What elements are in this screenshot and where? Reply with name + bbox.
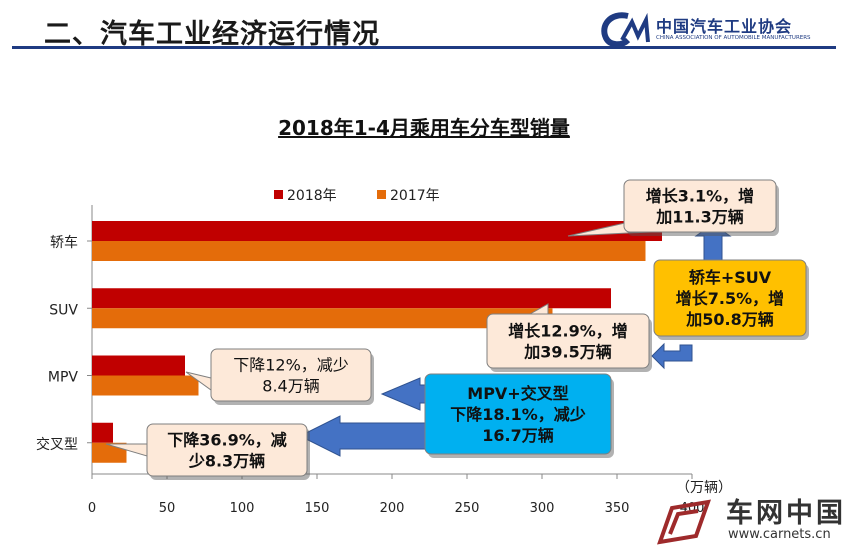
logo-name-en: CHINA ASSOCIATION OF AUTOMOBILE MANUFACT…: [656, 35, 811, 41]
callout-text: 下降18.1%，减少: [450, 405, 586, 424]
callout-box: [623, 179, 777, 233]
callout-text: 加39.5万辆: [523, 343, 611, 362]
bar-2018-0: [92, 221, 662, 241]
callout-text: 轿车+SUV: [689, 268, 772, 287]
callout-box: [146, 423, 308, 477]
callout-text: 下降12%，减少: [233, 356, 349, 375]
carnets-watermark: 车网中国 www.carnets.cn: [652, 494, 848, 548]
category-label: 交叉型: [36, 436, 78, 453]
callout-text: 增长3.1%，增: [646, 187, 754, 206]
callout-text: 加50.8万辆: [685, 310, 773, 329]
slide-title: 二、汽车工业经济运行情况: [44, 19, 380, 50]
legend-swatch: [377, 190, 386, 199]
carnets-logo-icon: [656, 499, 712, 545]
bar-2017-1: [92, 308, 553, 329]
callout-text: 下降36.9%，减: [167, 431, 287, 450]
callout-text: 8.4万辆: [262, 377, 319, 396]
callout-box: [486, 313, 650, 369]
callout-text: MPV+交叉型: [467, 384, 568, 403]
title-divider: [12, 46, 836, 49]
x-tick-label: 200: [380, 501, 405, 516]
x-tick-label: 250: [455, 501, 480, 516]
legend-label: 2018年: [287, 188, 337, 204]
callout-text: 16.7万辆: [482, 426, 553, 445]
bar-2018-3: [92, 422, 113, 443]
bar-2017-0: [92, 241, 646, 261]
bar-2017-2: [92, 375, 199, 396]
callout-box: [424, 373, 612, 455]
legend-swatch: [274, 190, 283, 199]
watermark-name: 车网中国: [726, 498, 846, 529]
legend-label: 2017年: [390, 188, 440, 204]
arrow-to-suv: [651, 342, 693, 370]
bar-2018-2: [92, 355, 185, 376]
callout-text: 增长7.5%，增: [676, 289, 784, 308]
callout-text: 加11.3万辆: [655, 208, 743, 227]
caam-logo-icon: [601, 12, 650, 48]
caam-logo: 中国汽车工业协会 CHINA ASSOCIATION OF AUTOMOBILE…: [598, 10, 838, 50]
watermark-url: www.carnets.cn: [728, 527, 831, 542]
logo-name-cn: 中国汽车工业协会: [656, 17, 793, 36]
x-tick-label: 300: [530, 501, 555, 516]
x-tick-label: 100: [230, 501, 255, 516]
arrow-to-crossover: [298, 415, 431, 457]
bar-2018-1: [92, 288, 611, 309]
callout-box: [653, 259, 807, 337]
callout-box: [210, 348, 372, 402]
x-tick-label: 50: [159, 501, 176, 516]
category-label: 轿车: [50, 234, 78, 251]
chart-title: 2018年1-4月乘用车分车型销量: [278, 116, 570, 140]
callout-text: 增长12.9%，增: [508, 322, 628, 341]
unit-label: （万辆）: [676, 480, 732, 496]
category-label: SUV: [49, 302, 78, 318]
category-label: MPV: [48, 370, 79, 386]
x-tick-label: 0: [88, 501, 96, 516]
x-tick-label: 350: [605, 501, 630, 516]
x-tick-label: 150: [305, 501, 330, 516]
callout-text: 少8.3万辆: [188, 452, 265, 471]
